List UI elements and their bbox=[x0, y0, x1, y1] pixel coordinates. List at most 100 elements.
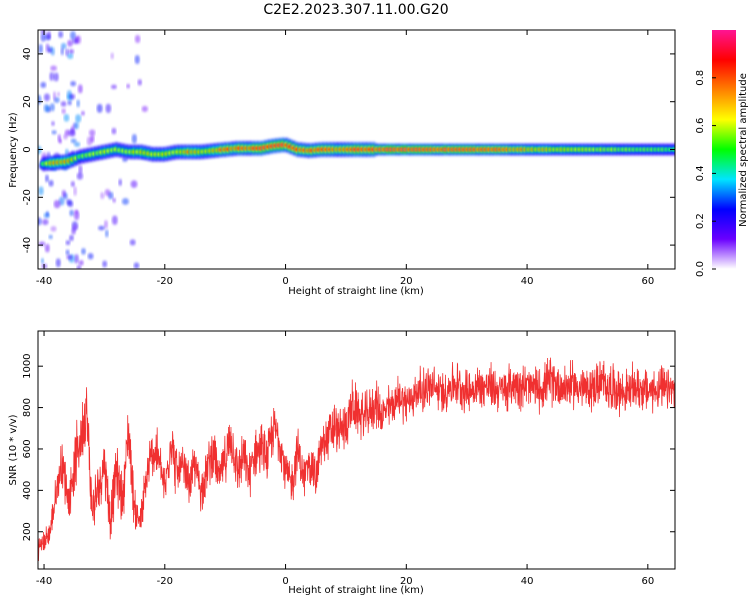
y-tick-label: -40 bbox=[22, 237, 33, 253]
spectrogram-noise-cell bbox=[102, 260, 108, 268]
spectrogram-noise-cell bbox=[50, 47, 55, 56]
spectrogram-noise-cell bbox=[89, 129, 96, 137]
spectrogram-noise-cell bbox=[73, 186, 77, 197]
x-tick-label: 40 bbox=[521, 276, 534, 287]
spectrogram-noise-cell bbox=[131, 133, 137, 144]
spectrogram-noise-cell bbox=[63, 133, 68, 140]
spectrogram-noise-cell bbox=[81, 248, 86, 255]
x-tick-label: 20 bbox=[400, 576, 413, 587]
spectrogram-noise-cell bbox=[76, 172, 84, 180]
spectrogram-noise-cell bbox=[69, 31, 76, 41]
x-tick-label: 60 bbox=[641, 276, 654, 287]
x-tick-label: -20 bbox=[157, 576, 173, 587]
snr-plot-area bbox=[38, 331, 675, 569]
spectrogram-noise-cell bbox=[40, 81, 47, 89]
y-tick-label: -20 bbox=[22, 189, 33, 205]
spectrogram-noise-cell bbox=[75, 114, 82, 123]
spectrogram-noise-cell bbox=[67, 200, 74, 208]
spectrogram-noise-cell bbox=[57, 92, 61, 97]
x-tick-label: -40 bbox=[36, 576, 52, 587]
spectrogram-noise-cell bbox=[69, 209, 74, 217]
spectrogram-noise-cell bbox=[48, 234, 53, 240]
spectrogram-noise-cell bbox=[78, 164, 83, 175]
y-tick-label: 800 bbox=[22, 398, 33, 417]
spectrogram-noise-cell bbox=[81, 110, 85, 116]
colorbar-tick-label: 0.6 bbox=[695, 118, 706, 134]
figure-title: C2E2.2023.307.11.00.G20 bbox=[263, 2, 448, 18]
x-tick-label: 60 bbox=[641, 576, 654, 587]
spectrogram-noise-cell bbox=[51, 130, 57, 135]
spectrogram-noise-cell bbox=[65, 249, 70, 256]
spectrogram-noise-cell bbox=[49, 71, 55, 81]
spectrogram-noise-cell bbox=[53, 199, 61, 209]
spectrogram-noise-cell bbox=[134, 54, 140, 65]
spectrogram-noise-cell bbox=[67, 53, 74, 60]
spectrogram-ylabel: Frequency (Hz) bbox=[8, 112, 19, 188]
snr-series-line bbox=[38, 357, 675, 562]
snr-xlabel: Height of straight line (km) bbox=[288, 585, 424, 596]
spectrogram-noise-cell bbox=[48, 48, 52, 53]
spectrogram-noise-cell bbox=[110, 52, 114, 60]
spectrogram-noise-cell bbox=[38, 145, 42, 155]
colorbar-label: Normalized spectral amplitude bbox=[738, 73, 749, 227]
spectrogram-noise-cell bbox=[53, 72, 59, 82]
spectrogram-noise-cell bbox=[74, 209, 79, 215]
spectrogram-noise-cell bbox=[112, 197, 116, 203]
spectrogram-noise-cell bbox=[38, 217, 42, 226]
spectrogram-noise-cell bbox=[63, 113, 70, 122]
spectrogram-noise-cell bbox=[60, 101, 67, 107]
spectrogram-noise-cell bbox=[69, 93, 76, 100]
spectrogram-noise-cell bbox=[110, 84, 117, 90]
y-tick-label: 0 bbox=[22, 146, 33, 152]
spectrogram-noise-cell bbox=[134, 34, 141, 44]
spectrogram-noise-cell bbox=[70, 138, 77, 144]
spectrogram-noise-cell bbox=[61, 189, 66, 198]
colorbar-bar bbox=[712, 30, 736, 269]
spectrogram-noise-cell bbox=[72, 38, 78, 45]
y-tick-label: 1000 bbox=[22, 353, 33, 378]
y-tick-label: 200 bbox=[22, 522, 33, 541]
spectrogram-noise-cell bbox=[118, 178, 123, 187]
spectrogram-noise-cell bbox=[66, 254, 73, 260]
spectrogram-noise-cell bbox=[129, 239, 136, 246]
spectrogram-noise-cell bbox=[50, 225, 57, 232]
y-tick-label: 20 bbox=[22, 95, 33, 108]
spectrogram-noise-cell bbox=[65, 240, 71, 246]
spectrogram-noise-cell bbox=[105, 229, 109, 238]
spectrogram-noise-cell bbox=[44, 243, 50, 253]
spectrogram-noise-cell bbox=[74, 141, 81, 147]
spectrogram-noise-cell bbox=[73, 121, 79, 130]
spectrogram-noise-cell bbox=[76, 99, 80, 108]
spectrogram-noise-cell bbox=[67, 100, 72, 106]
snr-ylabel: SNR (10 * v/v) bbox=[8, 414, 19, 485]
spectrogram-noise-cell bbox=[46, 31, 52, 40]
x-tick-label: 40 bbox=[521, 576, 534, 587]
spectrogram-noise-cell bbox=[51, 121, 55, 126]
y-tick-label: 40 bbox=[22, 48, 33, 61]
spectrogram-noise-cell bbox=[61, 108, 66, 114]
spectrogram-noise-cell bbox=[137, 79, 143, 86]
spectrogram-noise-cell bbox=[55, 258, 61, 268]
spectrogram-noise-cell bbox=[67, 39, 73, 47]
spectrogram-noise-cell bbox=[40, 257, 45, 264]
x-tick-label: 0 bbox=[282, 276, 288, 287]
y-tick-label: 600 bbox=[22, 439, 33, 458]
x-tick-label: 20 bbox=[400, 276, 413, 287]
spectrogram-noise-cell bbox=[126, 83, 130, 89]
snr-frame bbox=[37, 330, 676, 570]
spectrogram-noise-cell bbox=[100, 191, 105, 200]
spectrogram-noise-cell bbox=[78, 260, 84, 266]
spectrogram-noise-cell bbox=[87, 252, 94, 260]
colorbar-tick-label: 0.4 bbox=[695, 165, 706, 181]
spectrogram-noise-cell bbox=[104, 189, 111, 197]
spectrogram-noise-cell bbox=[111, 215, 118, 226]
spectrogram-noise-cell bbox=[45, 211, 49, 217]
spectrogram-noise-cell bbox=[41, 218, 49, 226]
spectrogram-noise-cell bbox=[69, 234, 74, 242]
spectrogram-noise-cell bbox=[130, 180, 138, 189]
colorbar-tick-label: 0.2 bbox=[695, 213, 706, 229]
colorbar-tick-label: 0.8 bbox=[695, 70, 706, 86]
spectrogram-noise-cell bbox=[38, 43, 43, 54]
spectrogram-noise-cell bbox=[121, 197, 129, 205]
